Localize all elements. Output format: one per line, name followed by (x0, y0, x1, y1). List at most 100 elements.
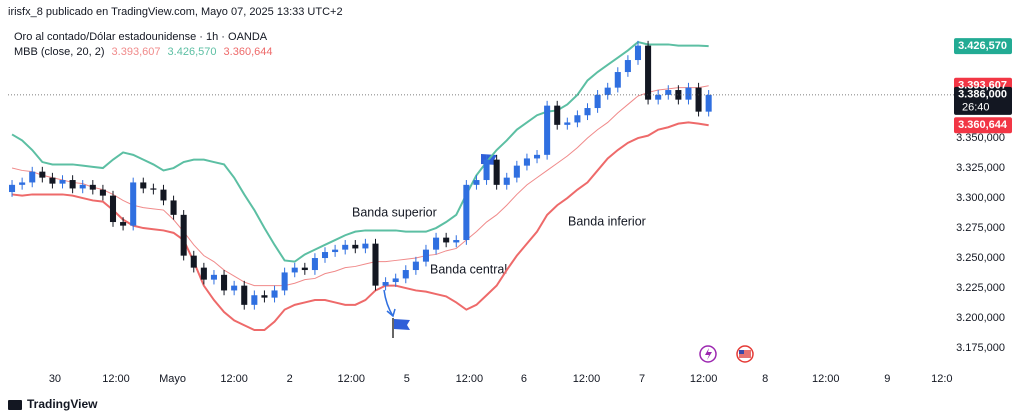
candle-body (261, 295, 268, 298)
candle-body (200, 267, 207, 280)
x-tick-label: 12:00 (812, 373, 840, 385)
candle-body (332, 249, 339, 253)
candle-body (180, 214, 187, 256)
candle-body (271, 290, 278, 298)
x-tick-label: 9 (884, 373, 890, 385)
candle-body (221, 274, 228, 291)
candle-body (372, 243, 379, 286)
candle-body (523, 158, 530, 166)
candle-body (453, 240, 460, 243)
annotation: Banda superior (352, 205, 437, 219)
legend-value: 3.393,607 (112, 46, 161, 58)
candle-body (160, 189, 167, 201)
candle-body (574, 115, 581, 123)
band-price-label: 3.360,644 (958, 119, 1008, 131)
candle-body (9, 184, 16, 193)
candle-body (513, 165, 520, 178)
x-tick-label: 7 (639, 373, 645, 385)
y-tick-label: 3.350,000 (956, 132, 1005, 144)
x-tick-label: 12:00 (220, 373, 248, 385)
candle-body (533, 154, 541, 159)
y-tick-label: 3.250,000 (956, 252, 1005, 264)
indicator-label: MBB (close, 20, 2) (14, 46, 104, 58)
candle-body (109, 195, 117, 223)
x-tick-label: 12:00 (573, 373, 601, 385)
x-axis: 30 12:00 Mayo 12:00 2 12:00 5 12:00 6 12:00 7 12:00… (49, 373, 953, 385)
price-label: 3.386,000 (958, 89, 1007, 101)
logo (8, 400, 22, 410)
candle-body (614, 72, 621, 88)
candle-body (79, 184, 86, 189)
price-box (954, 38, 1012, 55)
candle-body (392, 278, 399, 283)
price-box (954, 86, 1012, 115)
candle-body (362, 243, 369, 249)
y-tick-label: 3.225,000 (956, 282, 1005, 294)
candle-body (251, 295, 258, 305)
event-icon (705, 348, 712, 360)
candle-body (291, 267, 298, 273)
candle-body (190, 255, 197, 268)
candle-body (473, 180, 480, 185)
x-tick-label: 2 (287, 373, 293, 385)
arrow-head (386, 308, 396, 318)
flag (394, 319, 410, 330)
x-tick-label: 12:00 (690, 373, 718, 385)
y-tick-label: 3.175,000 (956, 342, 1005, 354)
candle-body (231, 285, 238, 291)
candle-body (321, 252, 329, 259)
y-tick-label: 3.300,000 (956, 192, 1005, 204)
event-icon (739, 350, 751, 358)
candle-body (463, 184, 470, 241)
candle-body (503, 177, 510, 185)
candle-body (544, 105, 551, 155)
candle-body (99, 189, 106, 196)
candle-body (483, 159, 490, 181)
candle-body (120, 222, 127, 226)
chart-title: Oro al contado/Dólar estadounidense · 1h… (14, 31, 268, 43)
candle-body (634, 45, 642, 61)
candle-body (685, 87, 692, 100)
candle-body (554, 105, 561, 125)
countdown: 26:40 (962, 102, 990, 114)
candle-body (311, 258, 318, 271)
event-icon (739, 350, 744, 354)
candle-body (89, 184, 96, 190)
candle-body (210, 274, 217, 280)
legend-value: 3.360,644 (224, 46, 273, 58)
legend: MBB (close, 20, 2) 3.393,607 3.426,570 3… (14, 46, 272, 58)
price-box (954, 117, 1012, 134)
footer: TradingView (27, 397, 98, 411)
y-tick-label: 3.325,000 (956, 162, 1005, 174)
candle-body (69, 180, 76, 189)
band-line (11, 40, 709, 263)
candle-body (140, 182, 147, 189)
legend-value: 3.426,570 (168, 46, 217, 58)
candle-body (402, 270, 409, 279)
candle-body (241, 285, 248, 305)
candle-body (705, 94, 712, 112)
candle-body (443, 237, 450, 243)
candle-body (655, 94, 662, 100)
candle-body (301, 267, 308, 271)
candle-body (59, 180, 66, 184)
candle-body (645, 45, 652, 100)
candle-body (412, 261, 419, 271)
candle-body (281, 272, 288, 291)
candle-body (150, 188, 157, 190)
candle-body (584, 108, 591, 116)
candle-body (433, 237, 440, 250)
x-tick-label: 12:00 (102, 373, 130, 385)
x-tick-label: 30 (49, 373, 61, 385)
annotation: Banda inferior (568, 214, 646, 228)
candle-body (130, 182, 137, 226)
candle-body (382, 282, 389, 286)
band-line (11, 121, 709, 332)
x-tick-label: 12:00 (337, 373, 365, 385)
x-tick-label: 8 (762, 373, 768, 385)
y-tick-label: 3.200,000 (956, 312, 1005, 324)
candle-body (342, 244, 349, 250)
candle-body (695, 87, 702, 112)
band-line (11, 85, 709, 287)
